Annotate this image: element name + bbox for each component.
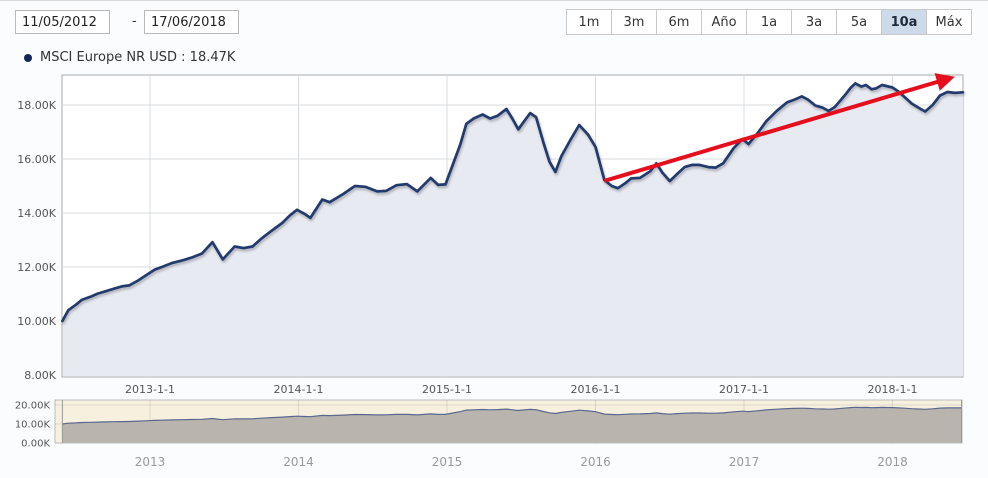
svg-text:2013: 2013 (135, 455, 166, 469)
range-button-1m[interactable]: 1m (566, 9, 612, 35)
y-axis-labels: 8.00K 10.00K 12.00K 14.00K 16.00K 18.00K (17, 99, 56, 382)
navigator-x-labels: 2013 2014 2015 2016 2017 2018 (135, 455, 908, 469)
svg-text:2015: 2015 (432, 455, 463, 469)
range-button-año[interactable]: Año (701, 9, 747, 35)
range-button-5a[interactable]: 5a (836, 9, 882, 35)
svg-text:2013-1-1: 2013-1-1 (125, 383, 175, 396)
range-button-1a[interactable]: 1a (746, 9, 792, 35)
svg-text:2018: 2018 (877, 455, 908, 469)
svg-text:20.00K: 20.00K (15, 401, 51, 412)
date-range-separator: - (132, 14, 137, 29)
navigator-area-series (62, 407, 962, 443)
range-button-10a[interactable]: 10a (881, 9, 927, 35)
svg-text:2015-1-1: 2015-1-1 (422, 383, 472, 396)
svg-text:2016-1-1: 2016-1-1 (571, 383, 621, 396)
svg-text:2017-1-1: 2017-1-1 (719, 383, 769, 396)
navigator-line-series (62, 406, 962, 425)
x-axis-labels: 2013-1-1 2014-1-1 2015-1-1 2016-1-1 2017-1-1… (125, 383, 917, 396)
range-button-group: 1m 3m 6m Año 1a 3a 5a 10a Máx (566, 9, 972, 35)
svg-text:10.00K: 10.00K (17, 315, 56, 328)
range-button-6m[interactable]: 6m (656, 9, 702, 35)
svg-text:2014-1-1: 2014-1-1 (274, 383, 324, 396)
svg-text:2018-1-1: 2018-1-1 (868, 383, 918, 396)
svg-text:2016: 2016 (580, 455, 611, 469)
range-button-3m[interactable]: 3m (611, 9, 657, 35)
svg-text:8.00K: 8.00K (24, 369, 56, 382)
svg-text:14.00K: 14.00K (17, 207, 56, 220)
date-to-input[interactable] (144, 10, 239, 34)
svg-text:2014: 2014 (283, 455, 314, 469)
navigator-chart (54, 399, 963, 444)
svg-text:12.00K: 12.00K (17, 261, 56, 274)
navigator-y-labels: 0.00K 10.00K 20.00K (15, 401, 51, 450)
date-from-input[interactable] (15, 10, 110, 34)
trend-arrow (603, 73, 955, 183)
svg-text:2017: 2017 (729, 455, 760, 469)
series-marker-icon (24, 53, 32, 62)
svg-text:16.00K: 16.00K (17, 153, 56, 166)
series-legend: MSCI Europe NR USD : 18.47K (24, 50, 235, 65)
main-line-series (61, 82, 965, 323)
legend-label: MSCI Europe NR USD : 18.47K (40, 50, 236, 65)
range-button-3a[interactable]: 3a (791, 9, 837, 35)
svg-text:0.00K: 0.00K (21, 439, 50, 450)
svg-text:18.00K: 18.00K (17, 99, 56, 112)
top-divider (0, 0, 988, 1)
main-area-series (62, 83, 963, 377)
range-button-máx[interactable]: Máx (926, 9, 972, 35)
svg-text:10.00K: 10.00K (15, 420, 51, 431)
